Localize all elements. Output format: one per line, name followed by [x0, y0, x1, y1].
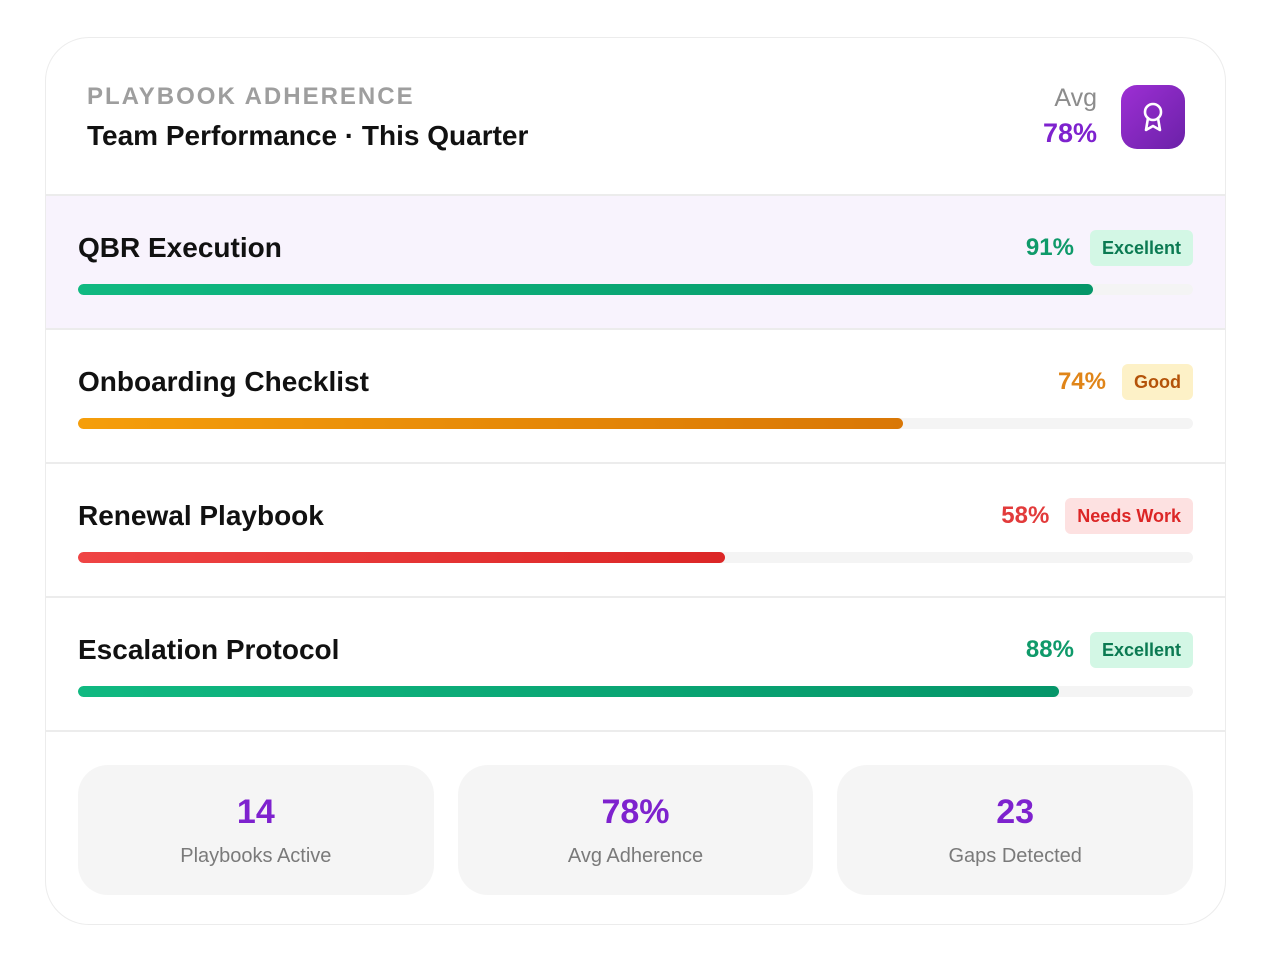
playbook-row[interactable]: Renewal Playbook 58% Needs Work: [46, 464, 1225, 598]
progress-track: [78, 552, 1193, 563]
progress-fill: [78, 284, 1093, 295]
adherence-card: PLAYBOOK ADHERENCE Team Performance · Th…: [45, 37, 1226, 925]
playbook-percent: 74%: [1057, 368, 1106, 395]
playbook-percent: 88%: [1025, 636, 1074, 663]
card-title: Team Performance · This Quarter: [87, 120, 529, 151]
stat-label: Avg Adherence: [567, 845, 704, 867]
stat-value: 78%: [601, 793, 670, 831]
stats-row: 14 Playbooks Active 78% Avg Adherence 23…: [78, 765, 1194, 895]
stat-card-gaps-detected: 23 Gaps Detected: [837, 765, 1194, 895]
status-badge: Good: [1122, 364, 1193, 400]
playbook-score: 88% Excellent: [1026, 632, 1193, 668]
playbook-score: 74% Good: [1058, 364, 1193, 400]
avg-value: 78%: [1042, 118, 1097, 148]
award-icon: [1121, 85, 1185, 149]
playbook-name: Renewal Playbook: [78, 500, 324, 531]
progress-fill: [78, 418, 904, 429]
avg-label: Avg: [1054, 84, 1097, 112]
eyebrow-label: PLAYBOOK ADHERENCE: [87, 83, 415, 110]
stat-value: 23: [996, 793, 1035, 831]
progress-fill: [78, 686, 1060, 697]
progress-track: [78, 418, 1193, 429]
stat-value: 14: [236, 793, 275, 831]
playbook-percent: 91%: [1025, 234, 1074, 261]
playbook-row[interactable]: QBR Execution 91% Excellent: [46, 196, 1225, 330]
avg-summary: Avg 78%: [1043, 83, 1097, 153]
playbook-percent: 58%: [1001, 502, 1050, 529]
status-badge: Needs Work: [1065, 498, 1193, 534]
playbook-name: Onboarding Checklist: [78, 366, 369, 397]
stat-label: Playbooks Active: [180, 845, 332, 867]
playbook-row[interactable]: Onboarding Checklist 74% Good: [46, 330, 1225, 464]
status-badge: Excellent: [1089, 632, 1193, 668]
playbook-score: 58% Needs Work: [1001, 498, 1193, 534]
status-badge: Excellent: [1089, 230, 1193, 266]
progress-track: [78, 686, 1193, 697]
progress-track: [78, 284, 1193, 295]
playbook-name: QBR Execution: [78, 232, 282, 263]
playbook-name: Escalation Protocol: [78, 634, 340, 665]
playbook-row[interactable]: Escalation Protocol 88% Excellent: [46, 598, 1225, 732]
stat-label: Gaps Detected: [948, 845, 1082, 867]
playbook-score: 91% Excellent: [1026, 230, 1193, 266]
card-header: PLAYBOOK ADHERENCE Team Performance · Th…: [46, 38, 1225, 196]
stat-card-avg-adherence: 78% Avg Adherence: [457, 765, 814, 895]
stat-card-playbooks-active: 14 Playbooks Active: [78, 765, 434, 895]
progress-fill: [78, 552, 725, 563]
